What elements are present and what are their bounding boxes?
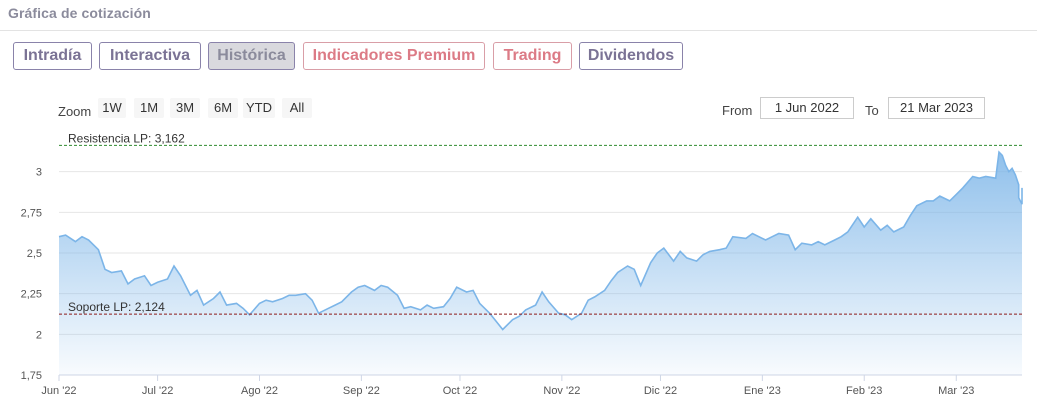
x-tick-label: Jul '22 [142,385,173,397]
x-tick-label: Dic '22 [644,385,677,397]
range-toolbar: Zoom 1W 1M 3M 6M YTD All From 1 Jun 2022… [0,96,1037,124]
y-tick-label: 2,25 [21,289,42,301]
y-axis: 1,75 2 2,25 2,5 2,75 3 [21,167,42,382]
tab-indicadores-premium[interactable]: Indicadores Premium [303,42,485,70]
zoom-3m-button[interactable]: 3M [170,98,200,118]
tab-historica[interactable]: Histórica [208,42,295,70]
x-tick-label: Mar '23 [938,385,974,397]
price-area [59,152,1022,375]
x-tick-label: Feb '23 [846,385,882,397]
to-label: To [865,103,879,118]
x-tick-label: Sep '22 [343,385,380,397]
tab-intradia[interactable]: Intradía [13,42,92,70]
from-date-input[interactable]: 1 Jun 2022 [760,97,854,119]
y-tick-label: 2,75 [21,207,42,219]
x-tick-label: Ene '23 [744,385,781,397]
from-label: From [722,103,753,118]
zoom-ytd-button[interactable]: YTD [243,98,275,118]
tab-interactiva[interactable]: Interactiva [99,42,201,70]
y-tick-label: 2,5 [27,248,42,260]
reference-lines: Resistencia LP: 3,162 Soporte LP: 2,124 [59,131,1022,315]
panel-header: Gráfica de cotización [0,0,1037,31]
zoom-all-button[interactable]: All [282,98,312,118]
reference-line-label: Resistencia LP: 3,162 [68,131,185,145]
y-tick-label: 2 [36,329,42,341]
zoom-1m-button[interactable]: 1M [134,98,164,118]
zoom-6m-button[interactable]: 6M [208,98,238,118]
tab-trading[interactable]: Trading [493,42,572,70]
y-tick-label: 1,75 [21,370,42,382]
zoom-label: Zoom [58,104,92,119]
tab-dividendos[interactable]: Dividendos [579,42,683,70]
y-tick-label: 3 [36,167,42,179]
reference-line-label: Soporte LP: 2,124 [68,300,165,314]
x-tick-label: Nov '22 [543,385,580,397]
zoom-1w-button[interactable]: 1W [98,98,126,118]
x-tick-label: Jun '22 [41,385,76,397]
panel-title: Gráfica de cotización [8,5,151,21]
to-date-input[interactable]: 21 Mar 2023 [888,97,985,119]
x-tick-label: Ago '22 [241,385,278,397]
x-axis: Jun '22 Jul '22 Ago '22 Sep '22 Oct '22 Nov '… [41,375,974,397]
x-tick-label: Oct '22 [443,385,478,397]
